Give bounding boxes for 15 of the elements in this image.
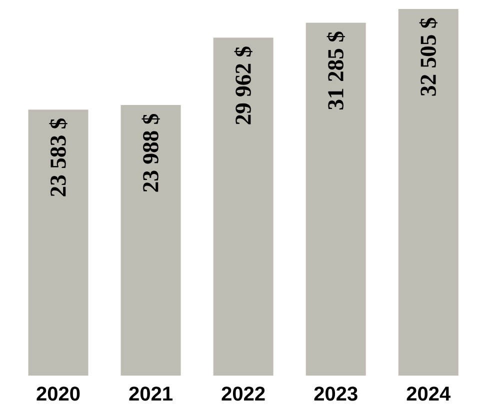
x-tick-label: 2021 xyxy=(129,386,172,401)
data-label: 23 988 $ xyxy=(142,114,160,192)
bar xyxy=(213,38,274,376)
x-tick-label: 2024 xyxy=(406,386,451,401)
bar xyxy=(398,8,458,376)
x-tick-label: 2022 xyxy=(222,386,265,401)
bar xyxy=(306,22,366,376)
data-label: 29 962 $ xyxy=(234,46,252,124)
data-label: 31 285 $ xyxy=(326,32,345,110)
data-label: 23 583 $ xyxy=(49,118,68,196)
x-tick-label: 2020 xyxy=(36,386,80,401)
bar xyxy=(120,105,181,376)
bar xyxy=(28,110,88,376)
x-tick-label: 2023 xyxy=(314,386,358,401)
data-label: 32 505 $ xyxy=(419,18,438,96)
